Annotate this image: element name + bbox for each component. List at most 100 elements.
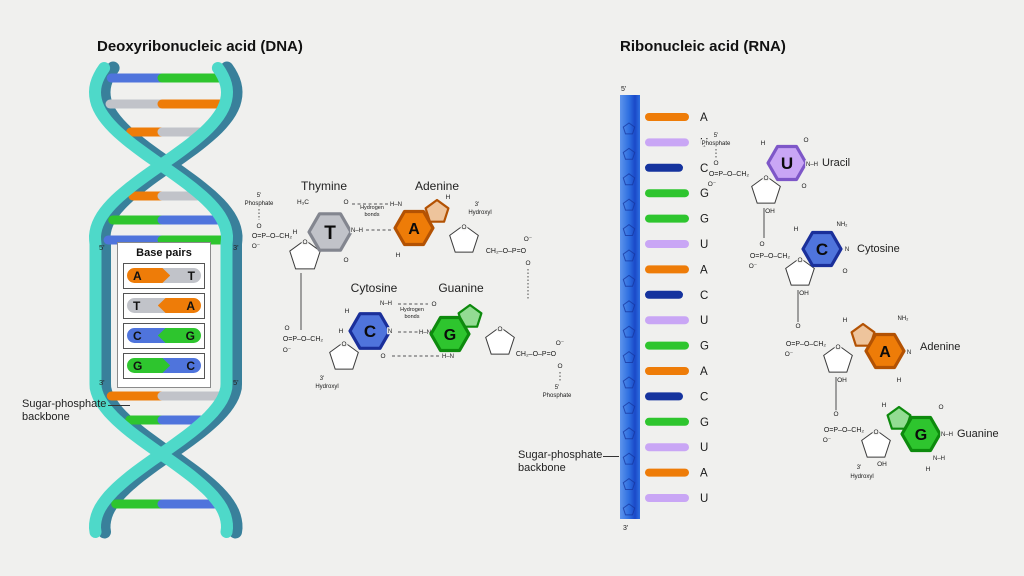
rna-base-C: C	[622, 290, 708, 313]
strand-end-label: 3'	[99, 378, 105, 387]
svg-text:H₃C: H₃C	[297, 199, 309, 206]
rna-title: Ribonucleic acid (RNA)	[620, 38, 786, 55]
svg-text:G: G	[700, 417, 709, 429]
base-pill-T	[127, 298, 167, 313]
svg-text:Adenine: Adenine	[920, 341, 960, 353]
svg-text:O⁻: O⁻	[556, 340, 565, 347]
svg-text:bonds: bonds	[365, 212, 380, 218]
svg-text:O=P–O–CH₂: O=P–O–CH₂	[252, 233, 293, 240]
svg-text:O⁻: O⁻	[708, 181, 717, 188]
svg-text:O=P–O–CH₂: O=P–O–CH₂	[750, 253, 791, 260]
base-letter: C	[133, 329, 142, 343]
rna-base-U: U	[622, 315, 708, 338]
svg-text:O: O	[431, 301, 436, 308]
svg-text:U: U	[700, 137, 708, 149]
svg-text:5': 5'	[555, 385, 559, 391]
svg-text:U: U	[700, 315, 708, 327]
svg-text:O=P–O–CH₂: O=P–O–CH₂	[786, 341, 827, 348]
svg-text:Uracil: Uracil	[822, 157, 850, 169]
svg-text:G: G	[444, 327, 456, 344]
svg-text:H: H	[446, 194, 451, 201]
svg-text:Hydrogen: Hydrogen	[360, 205, 384, 211]
strand-end-label: 5'	[99, 243, 105, 252]
svg-text:O: O	[256, 223, 261, 230]
svg-text:Phosphate: Phosphate	[543, 393, 572, 399]
rna-base-G: G	[622, 341, 709, 363]
svg-text:H: H	[897, 377, 902, 384]
base-pill-G	[127, 358, 171, 373]
svg-text:O: O	[795, 323, 800, 330]
rna-base-G: G	[622, 417, 709, 440]
svg-text:Hydroxyl: Hydroxyl	[315, 384, 338, 390]
svg-text:H: H	[794, 226, 799, 233]
base-letter: A	[186, 299, 195, 313]
svg-text:C: C	[700, 391, 708, 403]
rna-uracil: 5' Phosphate O O=P–O–CH₂ O⁻ O OH U H O N–H O Uracil	[700, 132, 850, 238]
svg-text:Hydrogen: Hydrogen	[400, 307, 424, 313]
base-letter: A	[133, 269, 142, 283]
rna-base-A: A	[622, 468, 708, 490]
svg-text:O⁻: O⁻	[524, 236, 533, 243]
svg-text:O: O	[835, 344, 840, 351]
svg-text:H–N: H–N	[390, 202, 402, 208]
svg-text:O: O	[797, 257, 802, 264]
base-pill-C	[127, 328, 167, 343]
base-pill-A	[127, 268, 171, 283]
svg-text:NH₂: NH₂	[898, 316, 910, 322]
svg-text:A: A	[700, 264, 708, 276]
svg-text:Phosphate: Phosphate	[245, 201, 274, 207]
svg-text:U: U	[700, 239, 708, 251]
svg-text:O⁻: O⁻	[749, 263, 758, 270]
rna-backbone-pointer-line	[603, 456, 619, 457]
svg-text:bonds: bonds	[405, 314, 420, 320]
base-letter: T	[133, 299, 141, 313]
rna-base-A: A	[622, 112, 708, 135]
svg-text:O: O	[341, 341, 346, 348]
svg-text:OH: OH	[837, 377, 847, 384]
svg-text:A: A	[879, 344, 891, 361]
svg-text:H: H	[843, 317, 848, 324]
svg-text:O: O	[302, 239, 307, 246]
svg-text:H: H	[761, 140, 766, 147]
svg-text:O: O	[284, 325, 289, 332]
svg-text:NH₂: NH₂	[837, 222, 849, 228]
svg-text:A: A	[700, 468, 708, 480]
svg-text:O: O	[525, 260, 530, 267]
svg-text:O⁻: O⁻	[785, 351, 794, 358]
base-pill-T	[161, 268, 201, 283]
svg-text:CH₂–O–P=O: CH₂–O–P=O	[516, 351, 557, 358]
svg-text:N–H: N–H	[933, 456, 945, 462]
svg-text:O=P–O–CH₂: O=P–O–CH₂	[824, 427, 865, 434]
svg-text:O: O	[801, 183, 806, 190]
svg-text:5': 5'	[257, 193, 261, 199]
svg-text:N–H: N–H	[351, 228, 363, 234]
svg-text:O: O	[759, 241, 764, 248]
rna-base-G: G	[622, 188, 709, 211]
svg-text:H: H	[345, 308, 350, 315]
svg-text:3': 3'	[857, 465, 861, 471]
svg-text:A: A	[700, 112, 708, 124]
svg-text:N–H: N–H	[941, 432, 953, 438]
svg-text:3': 3'	[320, 376, 324, 382]
svg-text:O: O	[713, 160, 718, 167]
dna-cytosine: Cytosine C H H N–H N O O O=P–O–CH₂ O O⁻ 3' Hydroxyl	[282, 281, 398, 391]
svg-text:Adenine: Adenine	[415, 179, 459, 193]
svg-text:5': 5'	[621, 86, 626, 93]
svg-text:Phosphate: Phosphate	[702, 141, 731, 147]
svg-text:U: U	[700, 442, 708, 454]
base-pill-A	[157, 298, 201, 313]
svg-text:N: N	[388, 329, 392, 335]
svg-text:O: O	[343, 199, 348, 206]
base-letter: G	[133, 359, 143, 373]
rna-base-C: C	[622, 391, 708, 414]
svg-text:Thymine: Thymine	[301, 179, 347, 193]
svg-text:O: O	[343, 257, 348, 264]
base-pairs-title: Base pairs	[136, 247, 192, 259]
svg-text:Hydroxyl: Hydroxyl	[468, 210, 491, 216]
svg-text:O: O	[803, 137, 808, 144]
svg-text:H: H	[396, 252, 401, 259]
